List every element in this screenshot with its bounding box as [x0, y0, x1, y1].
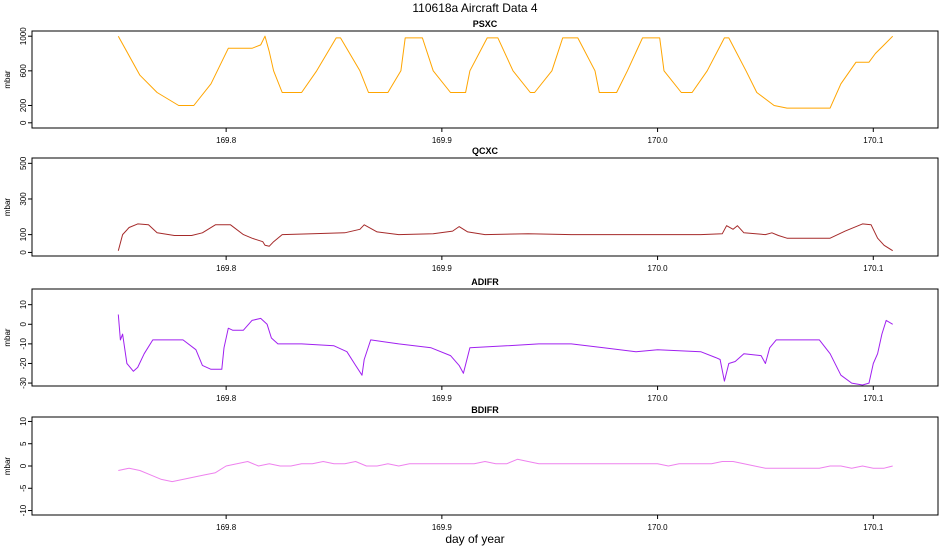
- panel-qcxc: QCXC mbar 169.8 169.9 170.0 170.1 0 100 300 500: [3, 146, 939, 273]
- qcxc-x-tick-label: 170.1: [863, 264, 884, 273]
- adifr-y-axis-label: mbar: [3, 328, 12, 347]
- qcxc-y-axis-label: mbar: [3, 198, 12, 217]
- qcxc-x-tick-label: 169.8: [216, 264, 237, 273]
- bdifr-y-axis-label: mbar: [3, 457, 12, 476]
- qcxc-series-line: [117, 223, 893, 252]
- psxc-x-tick-label: 169.8: [216, 136, 237, 145]
- bdifr-y-tick-label: -5: [19, 484, 28, 492]
- adifr-x-tick-label: 170.1: [863, 394, 884, 403]
- bdifr-y-tick-label: -10: [19, 504, 28, 516]
- bdifr-y-tick-label: 5: [19, 441, 28, 446]
- bdifr-series-line: [118, 458, 893, 483]
- qcxc-y-tick-label: 500: [19, 156, 28, 170]
- qcxc-y-tick-label: 300: [19, 192, 28, 206]
- adifr-y-tick-label: -20: [19, 357, 28, 369]
- adifr-y-tick-label: 0: [19, 321, 28, 326]
- qcxc-x-tick-label: 169.9: [432, 264, 453, 273]
- bdifr-y-tick-label: 0: [19, 463, 28, 468]
- adifr-x-tick-label: 169.9: [432, 394, 453, 403]
- bdifr-x-tick-label: 169.9: [432, 523, 453, 532]
- panel-psxc: PSXC mbar 169.8 169.9 170.0 170.1 0 200 600 1000: [3, 19, 939, 145]
- panel-bdifr: BDIFR mbar 169.8 169.9 170.0 170.1 -10 -5 0 5 10: [3, 405, 939, 532]
- x-axis-label: day of year: [445, 532, 504, 546]
- panel-adifr: ADIFR mbar 169.8 169.9 170.0 170.1 -30 -20 -10 0 1…: [3, 277, 939, 403]
- psxc-x-tick-label: 169.9: [432, 136, 453, 145]
- bdifr-x-tick-label: 169.8: [216, 523, 237, 532]
- bdifr-x-tick-label: 170.0: [648, 523, 669, 532]
- qcxc-y-tick-label: 0: [19, 250, 28, 255]
- qcxc-panel-title: QCXC: [472, 146, 499, 156]
- figure-title: 110618a Aircraft Data 4: [412, 1, 538, 15]
- psxc-x-tick-label: 170.1: [863, 136, 884, 145]
- bdifr-x-tick-label: 170.1: [863, 523, 884, 532]
- qcxc-y-tick-label: 100: [19, 227, 28, 241]
- adifr-y-tick-label: -30: [19, 377, 28, 389]
- adifr-panel-title: ADIFR: [471, 277, 499, 287]
- psxc-y-tick-label: 1000: [19, 27, 28, 45]
- qcxc-x-tick-label: 170.0: [648, 264, 669, 273]
- psxc-x-tick-label: 170.0: [648, 136, 669, 145]
- adifr-series-line: [117, 314, 893, 386]
- psxc-panel-title: PSXC: [473, 19, 498, 29]
- adifr-x-tick-label: 170.0: [648, 394, 669, 403]
- adifr-y-tick-label: 10: [19, 300, 28, 309]
- psxc-y-tick-label: 600: [19, 64, 28, 78]
- bdifr-plot-frame: [31, 416, 939, 516]
- psxc-y-tick-label: 0: [19, 120, 28, 125]
- psxc-series-line: [117, 35, 894, 109]
- psxc-y-tick-label: 200: [19, 98, 28, 112]
- bdifr-panel-title: BDIFR: [471, 405, 499, 415]
- psxc-y-axis-label: mbar: [3, 70, 12, 89]
- psxc-plot-frame: [31, 30, 939, 129]
- adifr-plot-frame: [31, 288, 939, 387]
- bdifr-y-tick-label: 10: [19, 416, 28, 425]
- adifr-x-tick-label: 169.8: [216, 394, 237, 403]
- adifr-y-tick-label: -10: [19, 338, 28, 350]
- qcxc-plot-frame: [31, 157, 939, 257]
